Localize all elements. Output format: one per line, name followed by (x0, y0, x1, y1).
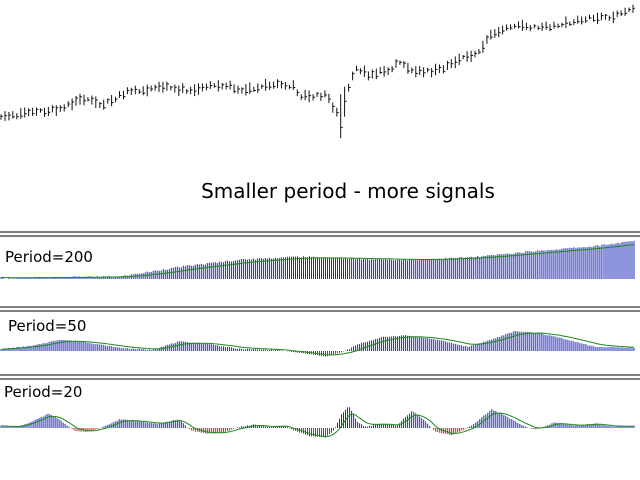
indicator-panel-period-200 (0, 240, 635, 279)
price-chart (0, 4, 635, 139)
indicator-panel-period-50 (0, 331, 635, 357)
signal-line (1, 412, 635, 438)
panel-label-period-50: Period=50 (8, 317, 86, 335)
signal-line (1, 332, 635, 356)
panel-label-period-20: Period=20 (4, 383, 82, 401)
panel-separators (0, 231, 640, 380)
signal-line (0, 244, 635, 279)
indicator-panel-period-20 (0, 407, 635, 438)
chart-caption: Smaller period - more signals (201, 179, 495, 203)
panel-label-period-200: Period=200 (5, 248, 93, 266)
